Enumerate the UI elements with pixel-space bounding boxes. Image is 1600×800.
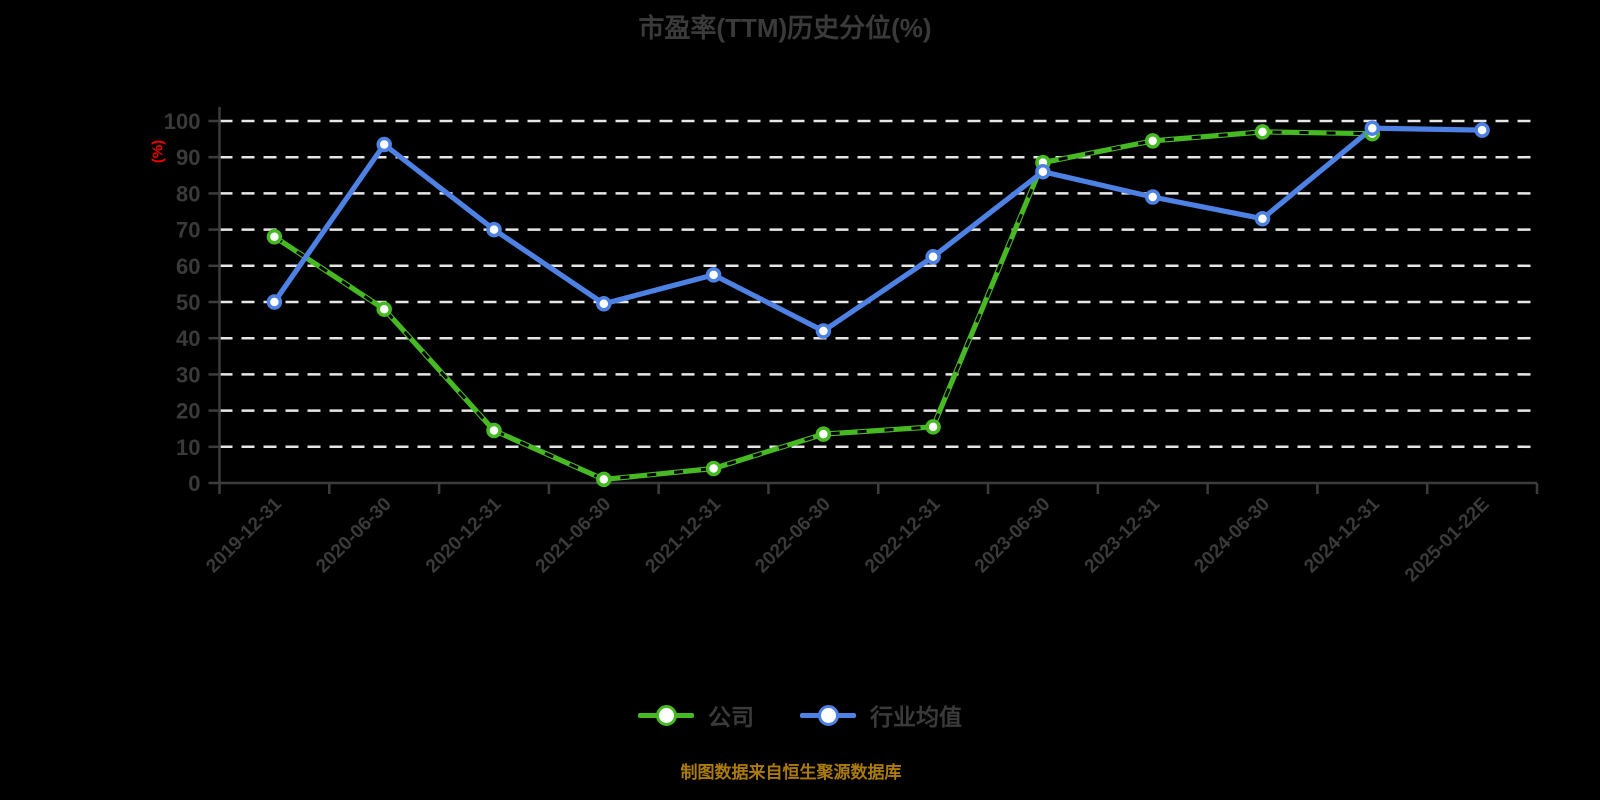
y-tick-label-40: 40 xyxy=(176,326,200,351)
x-tick-label-2020-06-30: 2020-06-30 xyxy=(312,494,396,578)
y-tick-label-0: 0 xyxy=(188,471,200,496)
x-tick-label-2025-01-22E: 2025-01-22E xyxy=(1401,494,1494,587)
company-data-point-2020-12-31 xyxy=(486,422,502,439)
y-tick-label-10: 10 xyxy=(176,435,200,460)
legend-label-company: 公司 xyxy=(708,704,754,730)
x-tick-label-2024-12-31: 2024-12-31 xyxy=(1300,493,1384,577)
y-tick-label-50: 50 xyxy=(176,290,200,315)
x-tick-label-2021-06-30: 2021-06-30 xyxy=(532,494,616,578)
y-tick-label-30: 30 xyxy=(176,362,200,387)
chart-legend: 公司 行业均值 xyxy=(638,698,962,732)
company-data-point-2022-06-30 xyxy=(815,426,832,442)
company-data-point-2019-12-31 xyxy=(266,229,283,245)
legend-dot-swatch xyxy=(817,704,839,726)
x-tick-label-2024-06-30: 2024-06-30 xyxy=(1190,494,1274,578)
x-tick-label-2019-12-31: 2019-12-31 xyxy=(202,493,286,577)
industry-average-data-point-2024-06-30 xyxy=(1254,210,1271,227)
industry-line-marker-icon xyxy=(800,702,856,728)
x-tick-label-2022-06-30: 2022-06-30 xyxy=(751,494,835,578)
company-data-point-2022-12-31 xyxy=(925,419,941,435)
y-tick-label-70: 70 xyxy=(176,218,200,243)
industry-average-data-point-2019-12-31 xyxy=(266,294,283,310)
line-chart-canvas: 0 10 20 30 40 50 60 70 80 90 100 2019-12-31 2020-06-… xyxy=(164,107,1539,587)
industry-average-data-point-2021-06-30 xyxy=(596,296,612,312)
industry-average-data-point-2022-06-30 xyxy=(815,323,832,339)
industry-average-data-point-2020-12-31 xyxy=(486,221,502,238)
company-data-point-2021-06-30 xyxy=(596,471,612,488)
company-data-point-2024-06-30 xyxy=(1254,124,1271,140)
x-tick-label-2023-06-30: 2023-06-30 xyxy=(971,494,1055,578)
y-tick-label-100: 100 xyxy=(164,109,201,134)
data-source-note: 制图数据来自恒生聚源数据库 xyxy=(680,763,902,782)
company-data-point-2020-06-30 xyxy=(376,301,392,317)
x-tick-label-2023-12-31: 2023-12-31 xyxy=(1081,493,1165,577)
y-tick-label-20: 20 xyxy=(176,399,200,424)
industry-average-data-point-2020-06-30 xyxy=(376,136,392,153)
industry-average-data-point-2023-12-31 xyxy=(1144,189,1161,205)
x-tick-label-2021-12-31: 2021-12-31 xyxy=(642,493,726,577)
company-data-point-2023-12-31 xyxy=(1144,133,1161,149)
y-tick-label-90: 90 xyxy=(176,145,200,170)
industry-average-data-point-2021-12-31 xyxy=(705,267,722,283)
industry-average-data-point-2024-12-31 xyxy=(1364,120,1381,136)
industry-average-data-point-2023-06-30 xyxy=(1035,163,1051,180)
legend-label-industry-average: 行业均值 xyxy=(870,704,962,730)
legend-item-company[interactable]: 公司 xyxy=(638,698,754,732)
x-tick-label-2020-12-31: 2020-12-31 xyxy=(422,493,506,577)
y-tick-label-80: 80 xyxy=(176,181,200,206)
legend-item-industry-average[interactable]: 行业均值 xyxy=(800,698,962,732)
legend-dot-swatch xyxy=(655,704,677,726)
industry-average-data-point-2022-12-31 xyxy=(925,249,941,265)
company-data-point-2021-12-31 xyxy=(705,460,722,477)
company-line-marker-icon xyxy=(638,702,694,728)
industry-average-series-line xyxy=(271,125,1485,334)
x-tick-label-2022-12-31: 2022-12-31 xyxy=(861,493,945,577)
chart-title: 市盈率(TTM)历史分位(%) xyxy=(638,13,932,43)
industry-average-data-point-2025-01-22E xyxy=(1474,122,1490,138)
y-tick-label-60: 60 xyxy=(176,254,200,279)
